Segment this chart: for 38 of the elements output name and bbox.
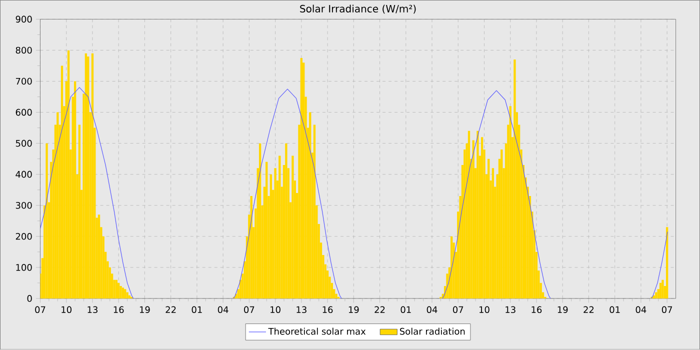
x-tick-label: 16	[114, 306, 124, 314]
x-tick-label: 13	[296, 306, 306, 314]
x-tick-label: 10	[62, 306, 72, 314]
x-tick-label: 10	[270, 306, 280, 314]
x-tick-label: 19	[348, 306, 359, 314]
y-tick-label: 100	[16, 264, 32, 271]
x-tick-label: 19	[140, 306, 150, 314]
x-tick-label: 04	[636, 306, 646, 314]
legend-label: Solar radiation	[400, 328, 465, 335]
y-tick-label: 800	[16, 46, 32, 54]
x-tick-label: 01	[610, 306, 620, 314]
y-tick-label: 500	[16, 140, 32, 147]
x-tick-label: 07	[452, 306, 464, 314]
x-tick-label: 01	[400, 306, 411, 314]
chart-title: Solar Irradiance (W/m²)	[300, 4, 416, 14]
x-tick-label: 04	[426, 306, 438, 314]
x-tick-label: 16	[322, 306, 333, 314]
x-tick-label: 13	[506, 306, 516, 314]
x-tick-label: 22	[374, 306, 385, 314]
x-tick-label: 22	[166, 306, 176, 314]
y-tick-label: 400	[16, 171, 32, 178]
x-tick-label: 10	[480, 306, 490, 314]
y-tick-label: 300	[16, 202, 32, 209]
x-tick-label: 22	[584, 306, 594, 314]
x-tick-label: 13	[88, 306, 98, 314]
y-tick-label: 200	[16, 233, 32, 240]
x-tick-label: 07	[244, 306, 254, 314]
x-tick-label: 16	[532, 306, 542, 314]
y-tick-label: 700	[16, 78, 32, 85]
x-tick-label: 07	[35, 306, 46, 314]
x-tick-label: 19	[558, 306, 568, 314]
y-tick-label: 0	[27, 295, 32, 302]
y-tick-label: 600	[16, 109, 32, 116]
x-tick-label: 01	[192, 306, 202, 314]
legend-label: Theoretical solar max	[268, 328, 366, 335]
x-tick-label: 04	[218, 306, 228, 314]
y-tick-label: 900	[16, 16, 32, 23]
x-tick-label: 07	[662, 306, 672, 314]
